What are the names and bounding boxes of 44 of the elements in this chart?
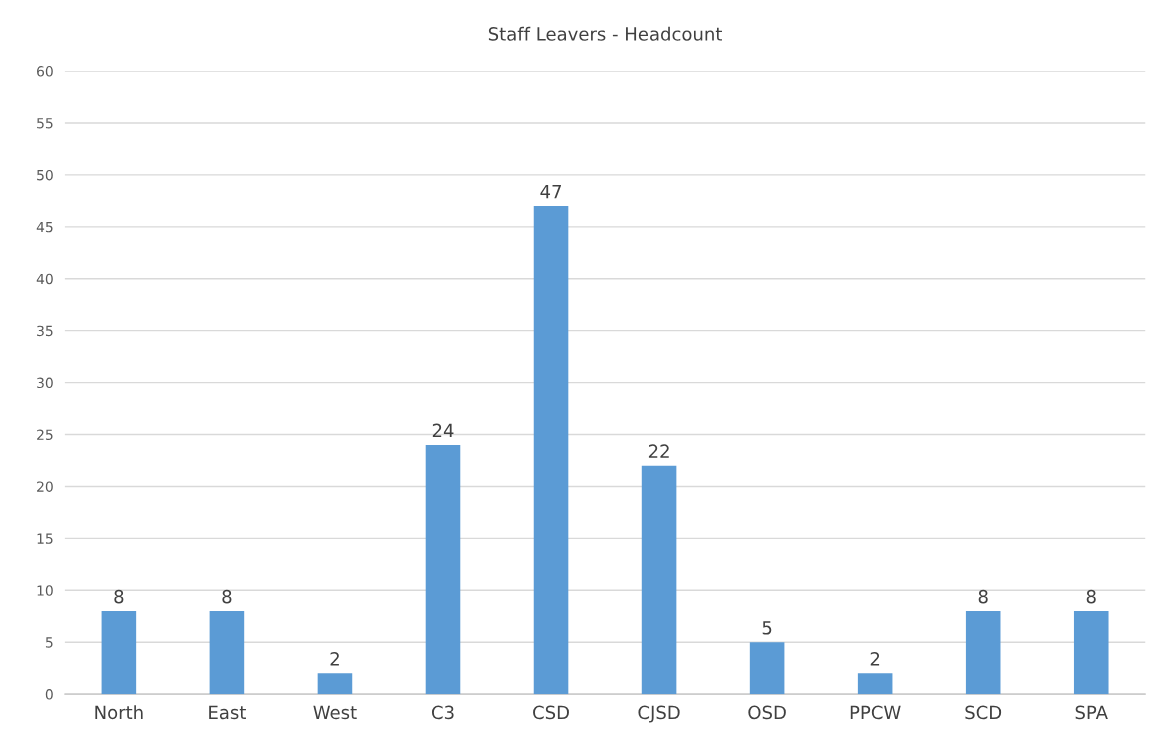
x-tick-label: CSD (533, 705, 569, 720)
data-label: 2 (870, 652, 880, 666)
y-tick-label: 20 (37, 481, 53, 492)
y-tick-label: 0 (45, 689, 53, 700)
y-tick-label: 30 (37, 377, 53, 389)
x-tick-label: PPCW (850, 705, 901, 720)
data-label: 8 (222, 589, 232, 604)
bar (1073, 611, 1109, 695)
bar (965, 611, 1001, 695)
data-label: 24 (432, 423, 454, 437)
x-tick-label: North (95, 705, 143, 720)
y-tick-label: 40 (36, 273, 53, 285)
bar (749, 642, 785, 695)
chart-title: Staff Leavers - Headcount (488, 26, 722, 41)
x-tick-label: SPA (1075, 705, 1108, 720)
y-tick-label: 45 (36, 221, 53, 233)
x-tick-label: SCD (965, 705, 1002, 720)
y-tick-label: 10 (37, 585, 53, 596)
bar (641, 465, 677, 695)
x-tick-label: OSD (748, 705, 786, 720)
data-label: 5 (762, 621, 772, 635)
data-label: 2 (330, 652, 339, 666)
x-tick-label: East (209, 705, 246, 720)
bar (425, 444, 461, 695)
bar (101, 611, 137, 695)
y-tick-label: 25 (37, 429, 53, 440)
x-tick-label: West (313, 705, 357, 720)
x-tick-label: CJSD (638, 705, 680, 723)
y-tick-label: 35 (37, 325, 53, 337)
data-label: 8 (1086, 589, 1096, 604)
data-label: 8 (978, 589, 988, 604)
y-tick-label: 50 (37, 169, 53, 181)
bar (533, 206, 569, 695)
y-tick-label: 15 (37, 533, 53, 544)
y-tick-label: 60 (37, 66, 53, 77)
bar (317, 673, 353, 695)
y-tick-label: 55 (37, 118, 53, 129)
bar (209, 611, 245, 695)
data-label: 47 (540, 184, 561, 199)
y-tick-label: 5 (45, 637, 53, 648)
data-label: 8 (114, 589, 124, 604)
x-tick-label: C3 (431, 705, 454, 720)
data-label: 22 (648, 444, 669, 458)
bar (857, 673, 893, 695)
